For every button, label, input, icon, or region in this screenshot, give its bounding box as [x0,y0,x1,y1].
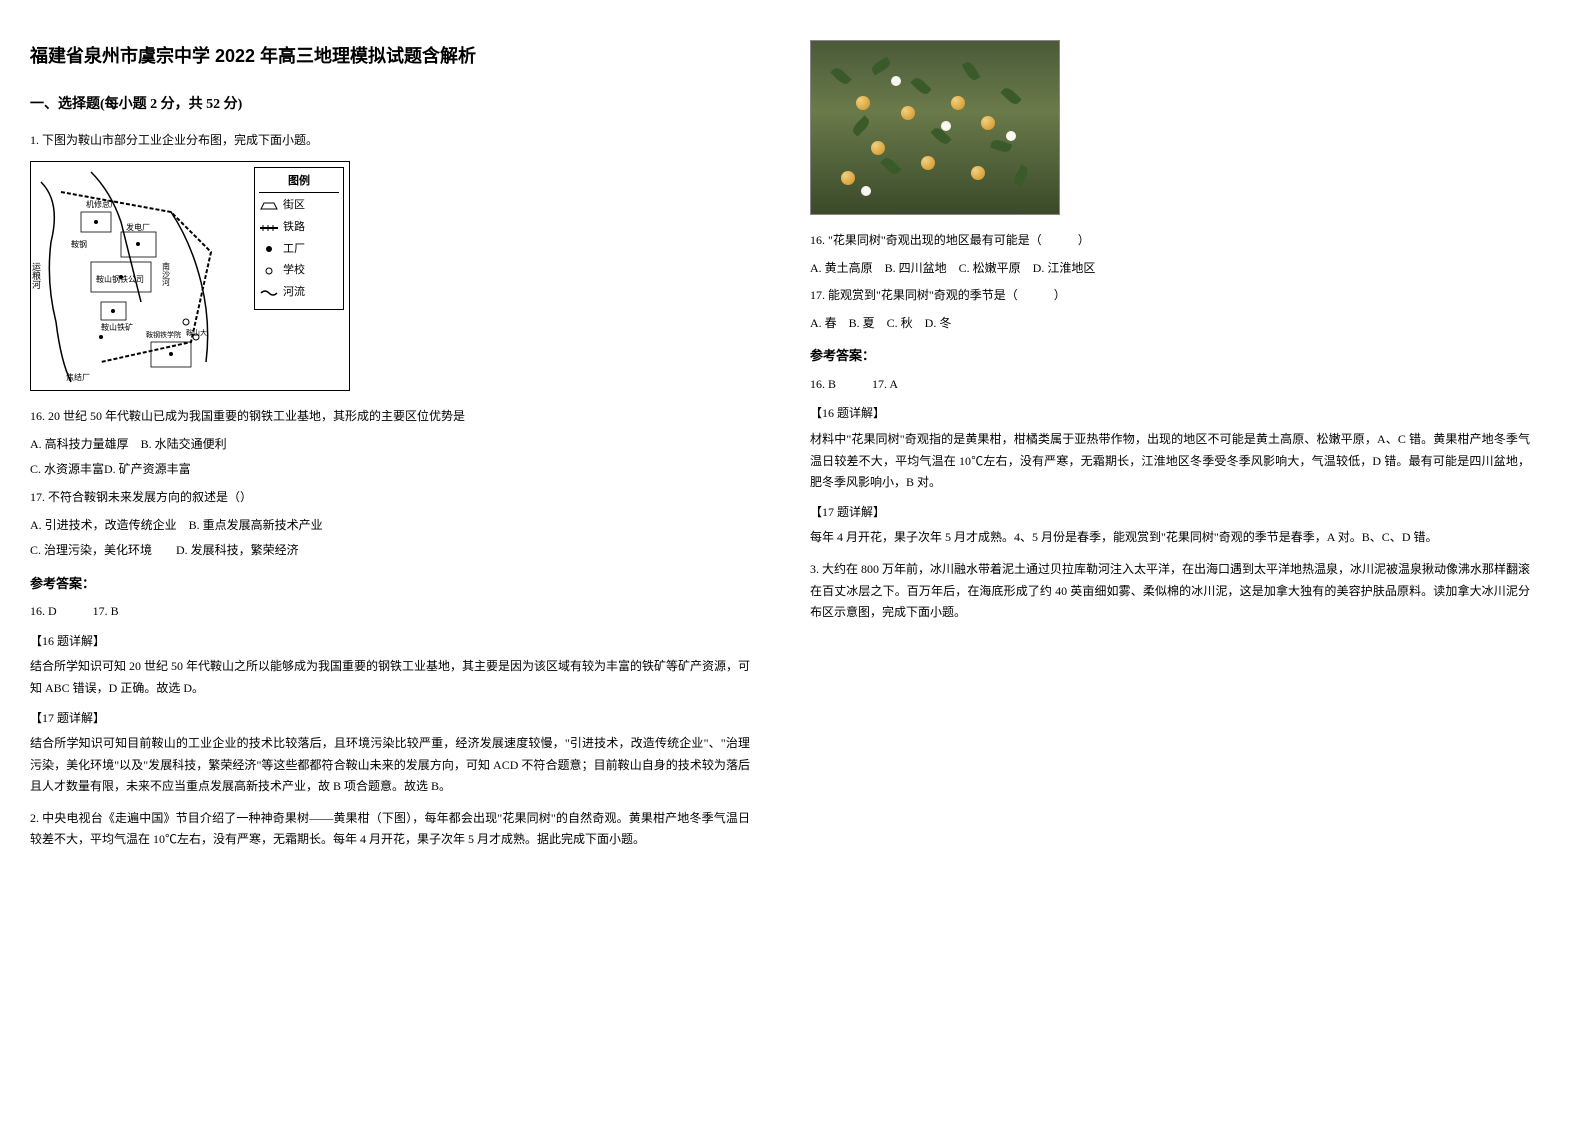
svg-text:南沙河: 南沙河 [162,261,171,286]
section-header: 一、选择题(每小题 2 分，共 52 分) [30,92,750,117]
right-column: 16. "花果同树"奇观出现的地区最有可能是（ ） A. 黄土高原 B. 四川盆… [810,40,1530,855]
q3-intro: 3. 大约在 800 万年前，冰川融水带着泥土通过贝拉库勒河注入太平洋，在出海口… [810,559,1530,624]
rail-icon [259,222,279,234]
svg-text:鞍山铁矿: 鞍山铁矿 [101,322,133,332]
page-title: 福建省泉州市虞宗中学 2022 年高三地理模拟试题含解析 [30,40,750,72]
svg-text:发电厂: 发电厂 [126,222,150,232]
q16-text: 16. 20 世纪 50 年代鞍山已成为我国重要的钢铁工业基地，其形成的主要区位… [30,406,750,428]
q2-intro: 2. 中央电视台《走遍中国》节目介绍了一种神奇果树——黄果柑（下图），每年都会出… [30,808,750,851]
legend-label: 工厂 [283,240,305,260]
detail16-text: 结合所学知识可知 20 世纪 50 年代鞍山之所以能够成为我国重要的钢铁工业基地… [30,656,750,699]
legend-label: 河流 [283,283,305,303]
circle-icon [259,265,279,277]
svg-text:鞍山钢铁公司: 鞍山钢铁公司 [96,274,144,284]
legend-item: 铁路 [259,218,339,238]
svg-text:焦结厂: 焦结厂 [66,372,90,382]
legend-box: 图例 街区 铁路 工厂 学校 河流 [254,167,344,310]
legend-title: 图例 [259,172,339,193]
legend-label: 学校 [283,261,305,281]
answer-16-17-2: 16. B 17. A [810,374,1530,396]
legend-item: 河流 [259,283,339,303]
detail16-label: 【16 题详解】 [30,631,750,653]
legend-item: 学校 [259,261,339,281]
q1-intro: 1. 下图为鞍山市部分工业企业分布图，完成下面小题。 [30,130,750,152]
svg-text:鞍山大: 鞍山大 [186,328,207,337]
q16-2-text: 16. "花果同树"奇观出现的地区最有可能是（ ） [810,230,1530,252]
detail17-2-text: 每年 4 月开花，果子次年 5 月才成熟。4、5 月份是春季，能观赏到"花果同树… [810,527,1530,549]
legend-label: 铁路 [283,218,305,238]
svg-text:运粮河: 运粮河 [31,262,41,289]
legend-label: 街区 [283,196,305,216]
q17-text: 17. 不符合鞍钢未来发展方向的叙述是（） [30,487,750,509]
answer-label: 参考答案： [30,572,750,595]
q16-options-cd: C. 水资源丰富D. 矿产资源丰富 [30,459,750,481]
figure-anshan-map: 运粮河 机修总厂 鞍钢 发电厂 鞍山钢铁公司 南沙河 鞍山铁矿 鞍钢铁学院 鞍山… [30,161,350,391]
svg-text:机修总厂: 机修总厂 [86,199,118,209]
q16-2-options: A. 黄土高原 B. 四川盆地 C. 松嫩平原 D. 江淮地区 [810,258,1530,280]
detail17-2-label: 【17 题详解】 [810,502,1530,524]
q17-2-text: 17. 能观赏到"花果同树"奇观的季节是（ ） [810,285,1530,307]
left-column: 福建省泉州市虞宗中学 2022 年高三地理模拟试题含解析 一、选择题(每小题 2… [30,40,750,855]
q17-options-ab: A. 引进技术，改造传统企业 B. 重点发展高新技术产业 [30,515,750,537]
detail16-2-label: 【16 题详解】 [810,403,1530,425]
map-svg: 运粮河 机修总厂 鞍钢 发电厂 鞍山钢铁公司 南沙河 鞍山铁矿 鞍钢铁学院 鞍山… [31,162,251,390]
svg-text:鞍钢: 鞍钢 [71,239,87,249]
q16-options-ab: A. 高科技力量雄厚 B. 水陆交通便利 [30,434,750,456]
polygon-icon [259,200,279,212]
q17-options-cd: C. 治理污染，美化环境 D. 发展科技，繁荣经济 [30,540,750,562]
detail17-text: 结合所学知识可知目前鞍山的工业企业的技术比较落后，且环境污染比较严重，经济发展速… [30,733,750,798]
svg-text:鞍钢铁学院: 鞍钢铁学院 [146,330,181,339]
legend-item: 工厂 [259,240,339,260]
wave-icon [259,287,279,299]
answer-16-17: 16. D 17. B [30,601,750,623]
dot-icon [259,243,279,255]
detail17-label: 【17 题详解】 [30,708,750,730]
answer-label-2: 参考答案： [810,344,1530,367]
detail16-2-text: 材料中"花果同树"奇观指的是黄果柑，柑橘类属于亚热带作物，出现的地区不可能是黄土… [810,429,1530,494]
q17-2-options: A. 春 B. 夏 C. 秋 D. 冬 [810,313,1530,335]
legend-item: 街区 [259,196,339,216]
figure-fruit-tree [810,40,1060,215]
